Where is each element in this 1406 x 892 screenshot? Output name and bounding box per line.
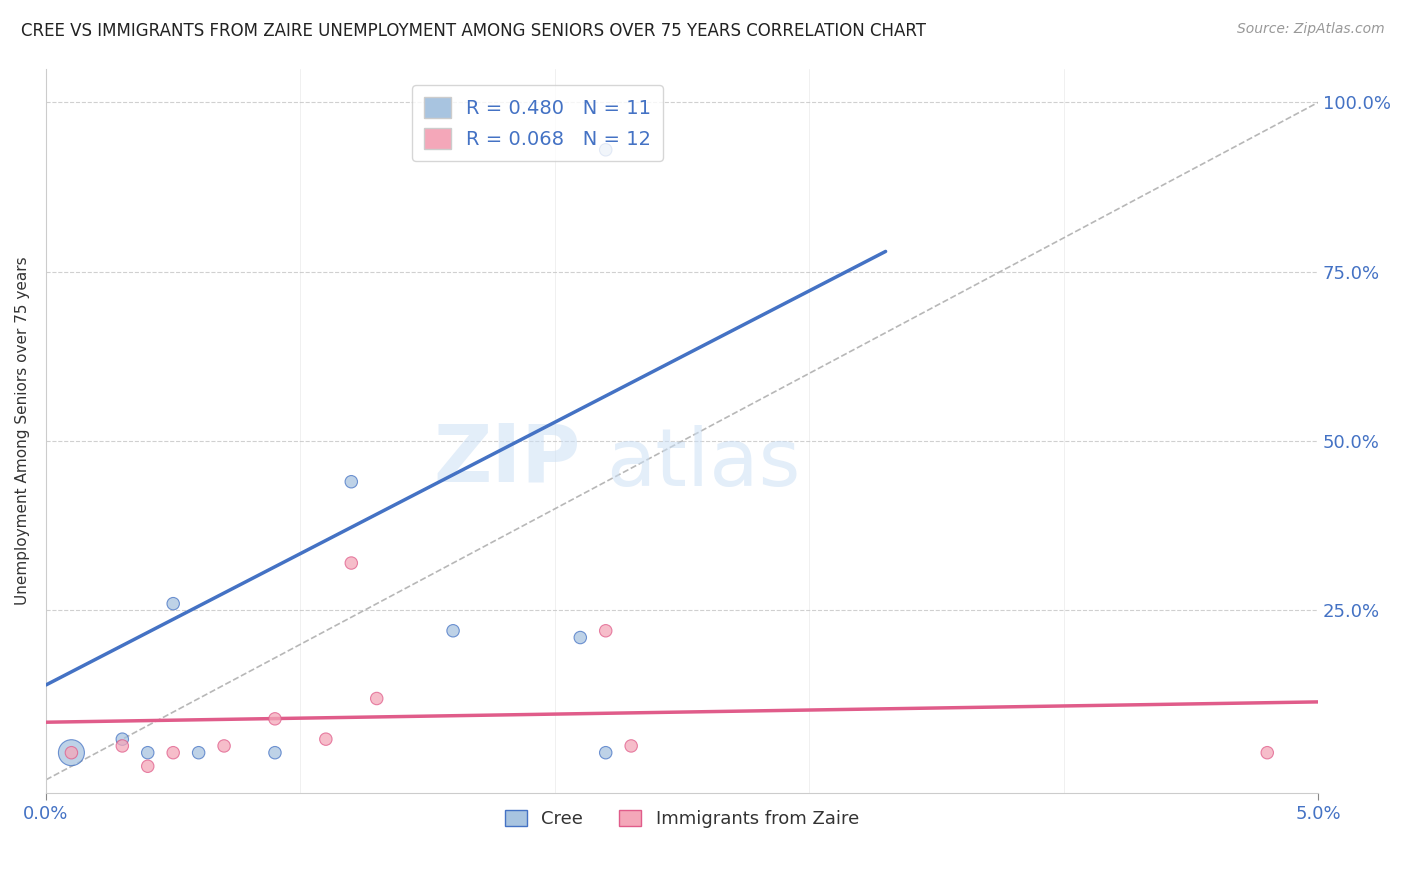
Point [187,746,209,760]
Point [595,624,617,638]
Point [264,712,287,726]
Text: atlas: atlas [606,425,800,502]
Point [569,631,592,645]
Point [441,624,464,638]
Point [264,746,287,760]
Legend: Cree, Immigrants from Zaire: Cree, Immigrants from Zaire [498,802,866,835]
Point [136,759,159,773]
Point [111,732,134,747]
Y-axis label: Unemployment Among Seniors over 75 years: Unemployment Among Seniors over 75 years [15,257,30,606]
Point [340,556,363,570]
Text: ZIP: ZIP [433,421,581,499]
Text: CREE VS IMMIGRANTS FROM ZAIRE UNEMPLOYMENT AMONG SENIORS OVER 75 YEARS CORRELATI: CREE VS IMMIGRANTS FROM ZAIRE UNEMPLOYME… [21,22,927,40]
Point [1256,746,1278,760]
Point [366,691,388,706]
Point [340,475,363,489]
Point [595,746,617,760]
Point [162,746,184,760]
Point [111,739,134,753]
Point [136,746,159,760]
Point [620,739,643,753]
Text: Source: ZipAtlas.com: Source: ZipAtlas.com [1237,22,1385,37]
Point [212,739,235,753]
Point [315,732,337,747]
Point [162,597,184,611]
Point [60,746,83,760]
Point [60,746,83,760]
Point [595,143,617,157]
